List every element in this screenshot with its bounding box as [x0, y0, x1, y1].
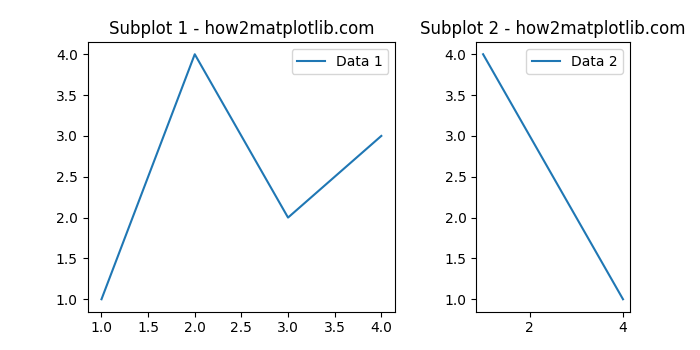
- Data 1: [97, 297, 106, 301]
- Title: Subplot 2 - how2matplotlib.com: Subplot 2 - how2matplotlib.com: [420, 20, 686, 38]
- Legend: Data 1: Data 1: [292, 49, 388, 74]
- Data 1: [284, 216, 292, 220]
- Data 1: [190, 52, 199, 56]
- Data 1: [377, 134, 386, 138]
- Legend: Data 2: Data 2: [526, 49, 623, 74]
- Title: Subplot 1 - how2matplotlib.com: Subplot 1 - how2matplotlib.com: [108, 20, 374, 38]
- Line: Data 1: Data 1: [102, 54, 382, 299]
